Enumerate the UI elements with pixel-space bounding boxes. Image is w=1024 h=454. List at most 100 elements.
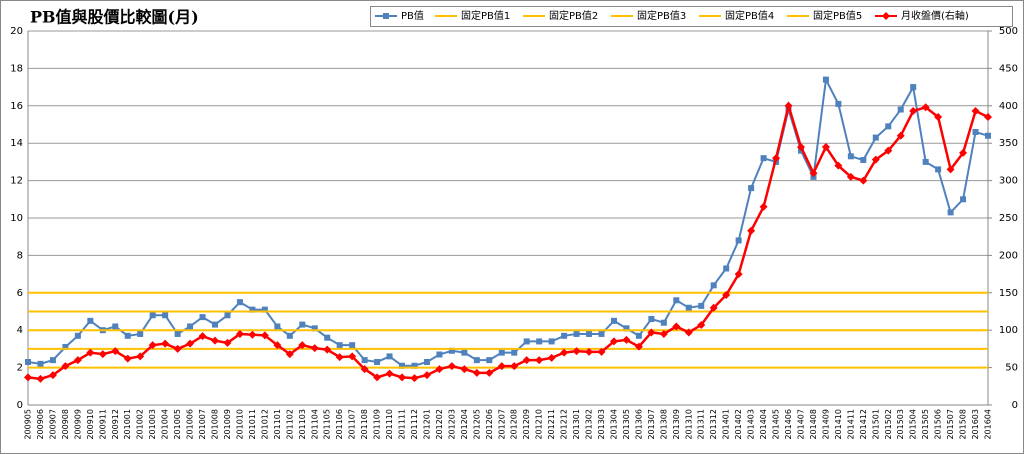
marker [87,317,94,324]
marker [809,169,818,178]
x-tick-label: 200909 [73,409,82,440]
marker [360,365,369,374]
marker [560,348,569,357]
x-tick-label: 201203 [447,409,456,440]
marker [698,302,705,309]
marker [248,330,257,339]
legend-marker [383,13,389,19]
marker [73,356,82,365]
marker [49,357,56,364]
marker [984,113,992,122]
x-tick-label: 201206 [485,409,494,440]
marker [24,373,32,382]
marker [561,332,568,339]
x-tick-label: 201501 [871,409,880,440]
marker [934,113,943,122]
marker [486,357,493,364]
y-tick-label: 12 [10,176,23,187]
legend-label: 固定PB值4 [725,9,774,22]
marker [285,350,294,359]
x-tick-label: 201308 [659,409,668,440]
marker [399,362,406,369]
x-tick-label: 201201 [422,409,431,440]
marker [497,362,506,371]
marker [847,153,854,160]
marker [223,338,232,347]
y-tick-label: 6 [17,288,23,299]
x-tick-label: 201407 [796,409,805,440]
marker [236,299,243,306]
x-tick-label: 201011 [248,409,257,440]
marker [897,106,904,113]
x-tick-label: 201101 [273,409,282,440]
x-tick-label: 201402 [734,409,743,440]
marker [211,336,220,345]
x-tick-label: 201111 [398,409,407,440]
marker [161,339,170,348]
marker [871,155,880,164]
marker [435,365,444,374]
x-tick-label: 201204 [460,409,469,440]
marker [261,306,268,313]
marker [697,320,706,329]
x-tick-label: 201405 [772,409,781,440]
marker [523,338,530,345]
legend-label: 固定PB值1 [461,9,510,22]
x-tick-label: 201210 [535,409,544,440]
marker [709,303,718,312]
marker [710,282,717,289]
legend-box [370,6,1013,27]
marker [536,338,543,345]
marker [324,334,331,341]
marker [910,84,917,91]
x-tick-label: 201303 [597,409,606,440]
x-tick-label: 201202 [435,409,444,440]
marker [473,357,480,364]
x-tick-label: 200905 [24,409,33,440]
x-tick-label: 201304 [609,409,618,440]
marker [235,329,244,338]
legend-label: 固定PB值2 [549,9,598,22]
marker [98,350,107,359]
x-tick-label: 201508 [959,409,968,440]
marker [772,154,781,163]
marker [274,323,281,330]
x-tick-label: 201112 [410,409,419,440]
marker [673,297,680,304]
x-tick-label: 201005 [173,409,182,440]
x-tick-label: 201310 [684,409,693,440]
marker [299,321,306,328]
marker [485,368,494,377]
marker [149,312,156,319]
x-tick-label: 201302 [585,409,594,440]
y2-tick-label: 250 [999,213,1018,224]
marker [635,332,642,339]
marker [198,332,207,341]
marker [448,347,455,354]
y2-tick-label: 200 [999,250,1018,261]
marker [25,358,31,365]
x-tick-label: 201004 [161,409,170,440]
marker [784,101,793,110]
y2-tick-label: 500 [999,26,1018,37]
y2-tick-label: 400 [999,101,1018,112]
y2-tick-label: 450 [999,63,1018,74]
marker [411,362,418,369]
marker [173,344,182,353]
x-tick-label: 201408 [809,409,818,440]
x-tick-label: 201009 [223,409,232,440]
x-tick-label: 201106 [335,409,344,440]
marker [597,347,606,356]
marker [422,371,431,380]
marker [335,353,344,362]
x-tick-label: 201008 [211,409,220,440]
marker [960,196,967,203]
marker [311,325,318,332]
y2-tick-label: 0 [1012,400,1018,411]
marker [672,322,681,331]
marker [74,332,81,339]
x-tick-label: 201404 [759,409,768,440]
marker [148,341,157,350]
marker [336,342,343,349]
marker [835,100,842,107]
